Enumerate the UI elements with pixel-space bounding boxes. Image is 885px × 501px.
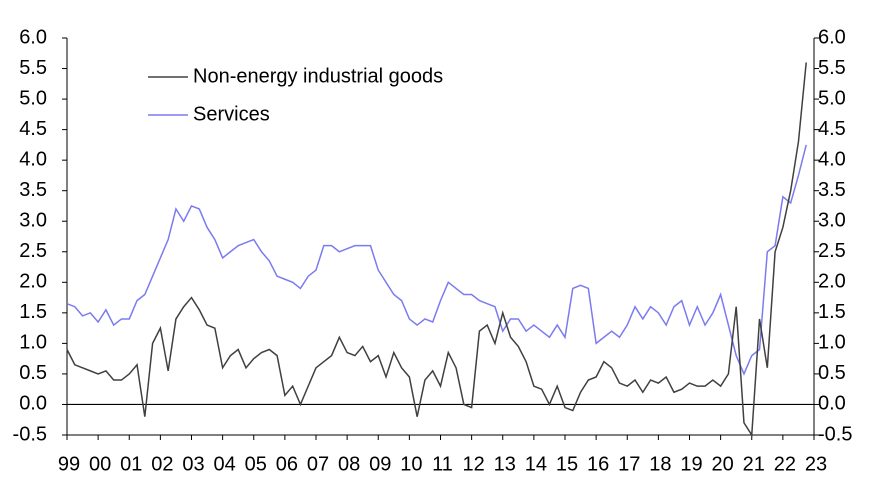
y-tick-label: 2.0 — [19, 271, 47, 293]
y2-tick-label: 2.0 — [818, 271, 846, 293]
x-tick-label: 07 — [307, 453, 329, 475]
y2-tick-label: 6.0 — [818, 26, 846, 48]
x-tick-label: 19 — [680, 453, 702, 475]
x-tick-label: 06 — [276, 453, 298, 475]
x-tick-label: 03 — [182, 453, 204, 475]
y2-tick-label: 3.5 — [818, 179, 846, 201]
x-tick-label: 09 — [369, 453, 391, 475]
x-tick-label: 02 — [151, 453, 173, 475]
y2-tick-label: 1.0 — [818, 332, 846, 354]
y2-tick-label: -0.5 — [818, 423, 852, 445]
y-tick-label: 4.0 — [19, 148, 47, 170]
y2-tick-label: 2.5 — [818, 240, 846, 262]
y-tick-label: 3.0 — [19, 210, 47, 232]
x-tick-label: 12 — [463, 453, 485, 475]
y-tick-label: 0.5 — [19, 362, 47, 384]
y-tick-label: 5.5 — [19, 57, 47, 79]
y2-tick-label: 0.0 — [818, 393, 846, 415]
y2-tick-label: 4.0 — [818, 148, 846, 170]
y-tick-label: 1.5 — [19, 301, 47, 323]
y-tick-label: 4.5 — [19, 118, 47, 140]
y-tick-label: 6.0 — [19, 26, 47, 48]
x-tick-label: 01 — [120, 453, 142, 475]
y-tick-label: 5.0 — [19, 87, 47, 109]
x-tick-label: 16 — [587, 453, 609, 475]
y2-tick-label: 3.0 — [818, 210, 846, 232]
x-tick-label: 22 — [774, 453, 796, 475]
x-tick-label: 04 — [214, 453, 236, 475]
x-tick-label: 10 — [400, 453, 422, 475]
x-tick-label: 08 — [338, 453, 360, 475]
x-tick-label: 17 — [618, 453, 640, 475]
x-tick-label: 11 — [432, 453, 453, 475]
x-tick-label: 00 — [89, 453, 111, 475]
legend-label: Non-energy industrial goods — [193, 65, 443, 87]
series-line — [66, 144, 807, 376]
y-tick-label: 0.0 — [19, 393, 47, 415]
y-tick-label: 2.5 — [19, 240, 47, 262]
y-tick-label: 1.0 — [19, 332, 47, 354]
x-tick-label: 21 — [743, 453, 765, 475]
y2-tick-label: 0.5 — [818, 362, 846, 384]
x-tick-label: 20 — [712, 453, 734, 475]
y-tick-label: 3.5 — [19, 179, 47, 201]
x-tick-label: 14 — [525, 453, 547, 475]
x-tick-label: 15 — [556, 453, 578, 475]
x-tick-label: 05 — [245, 453, 267, 475]
series-line — [66, 62, 807, 438]
y-tick-label: -0.5 — [13, 423, 47, 445]
legend-label: Services — [193, 103, 270, 125]
y2-tick-label: 4.5 — [818, 118, 846, 140]
x-tick-label: 99 — [58, 453, 80, 475]
y2-tick-label: 5.5 — [818, 57, 846, 79]
y2-tick-label: 1.5 — [818, 301, 846, 323]
x-tick-label: 23 — [805, 453, 827, 475]
x-tick-label: 13 — [494, 453, 516, 475]
y2-tick-label: 5.0 — [818, 87, 846, 109]
x-tick-label: 18 — [649, 453, 671, 475]
